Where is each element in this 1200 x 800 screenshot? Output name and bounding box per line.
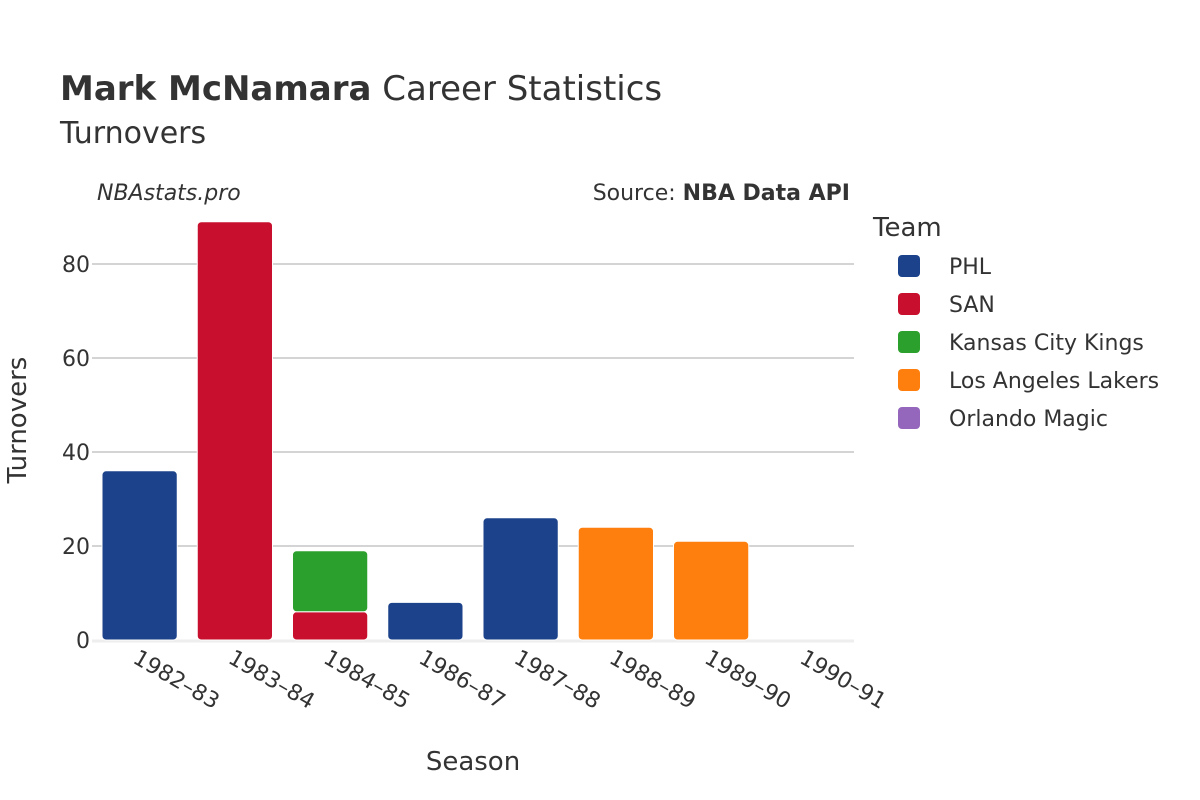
legend: PHL SAN Kansas City Kings Los Angeles Laker… <box>898 255 1159 432</box>
legend-swatch <box>898 293 920 315</box>
legend-label: Los Angeles Lakers <box>949 369 1159 394</box>
legend-swatch <box>898 369 920 391</box>
source-prefix: Source: <box>593 181 683 206</box>
y-tick-label: 40 <box>62 441 90 466</box>
legend-label: Orlando Magic <box>949 407 1108 432</box>
x-tick-label: 1983–84 <box>224 646 319 715</box>
legend-swatch <box>898 255 920 277</box>
x-tick-label: 1987–88 <box>510 646 605 715</box>
legend-label: PHL <box>949 255 992 280</box>
y-tick-label: 0 <box>76 629 90 654</box>
x-axis-title: Season <box>426 747 520 777</box>
bar-phl <box>482 517 559 641</box>
legend-label: Kansas City Kings <box>949 331 1144 356</box>
bar-kansas-city-kings <box>292 550 369 613</box>
bar-san <box>292 611 369 641</box>
legend-label: SAN <box>949 293 995 318</box>
legend-title: Team <box>872 213 942 243</box>
chart-subtitle: Turnovers <box>59 116 206 151</box>
x-tick-label: 1989–90 <box>700 646 795 715</box>
legend-swatch <box>898 331 920 353</box>
bar-phl <box>387 601 464 641</box>
title-rest: Career Statistics <box>371 69 662 109</box>
player-name: Mark McNamara <box>60 69 371 109</box>
x-tick-label: 1990–91 <box>795 646 890 715</box>
y-tick-label: 60 <box>62 347 90 372</box>
x-ticks: 1982–83 1983–84 1984–85 1986–87 1987–88 1988–… <box>129 646 891 715</box>
site-watermark: NBAstats.pro <box>97 181 241 206</box>
y-tick-label: 20 <box>62 535 90 560</box>
y-tick-label: 80 <box>62 253 90 278</box>
source-credit: Source: NBA Data API <box>593 181 850 206</box>
legend-swatch <box>898 407 920 429</box>
chart-title: Mark McNamara Career Statistics <box>60 69 662 109</box>
x-tick-label: 1984–85 <box>319 646 414 715</box>
source-name: NBA Data API <box>683 181 850 206</box>
x-tick-label: 1988–89 <box>605 646 700 715</box>
bar-los-angeles-lakers <box>577 526 654 641</box>
x-tick-label: 1982–83 <box>129 646 224 715</box>
bar-los-angeles-lakers <box>673 540 750 641</box>
bar-san <box>196 221 273 641</box>
bar-phl <box>101 470 178 641</box>
y-axis-title: Turnovers <box>3 357 33 485</box>
y-ticks: 0 20 40 60 80 <box>62 253 90 654</box>
x-tick-label: 1986–87 <box>414 646 509 715</box>
bars <box>101 221 750 641</box>
